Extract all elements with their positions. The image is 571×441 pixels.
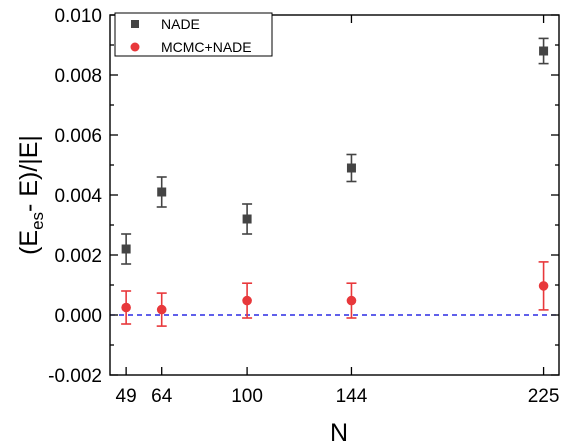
- nade-point: [121, 244, 131, 254]
- y-axis-title-suffix: - E)/|E|: [15, 135, 43, 212]
- legend-label-nade: NADE: [161, 16, 200, 32]
- y-axis-title-prefix: (E: [15, 230, 43, 255]
- data-marks: [121, 37, 549, 327]
- y-tick-label: -0.002: [48, 366, 102, 387]
- x-tick-label: 49: [116, 386, 137, 407]
- mcmc-nade-point: [346, 295, 357, 306]
- y-tick-label: 0.010: [54, 6, 102, 27]
- y-tick-label: 0.006: [54, 126, 102, 147]
- x-axis-title: N: [330, 419, 348, 441]
- mcmc-nade-point: [156, 304, 167, 315]
- nade-point: [242, 214, 252, 224]
- y-tick-label: 0.004: [54, 186, 102, 207]
- y-axis-title-subscript: es: [28, 212, 47, 230]
- y-axis-title: (Ees- E)/|E|: [15, 135, 47, 255]
- y-axis-ticks: -0.002 0.000 0.002 0.004 0.006 0.008 0.010: [48, 6, 559, 387]
- x-tick-label: 64: [151, 386, 173, 407]
- mcmc-nade-point: [538, 281, 549, 291]
- x-tick-label: 100: [231, 386, 263, 407]
- legend-box: [114, 12, 273, 57]
- y-tick-label: 0.000: [54, 306, 102, 327]
- nade-point: [346, 163, 356, 173]
- y-tick-label: 0.008: [54, 66, 102, 87]
- x-tick-label: 225: [528, 386, 560, 407]
- mcmc-nade-point: [242, 295, 252, 306]
- y-tick-label: 0.002: [54, 246, 102, 267]
- legend-label-mcmc-nade: MCMC+NADE: [161, 39, 252, 55]
- legend: NADE MCMC+NADE: [114, 12, 273, 57]
- mcmc-nade-point: [121, 302, 131, 313]
- nade-point: [157, 187, 167, 197]
- x-axis-ticks: 49 64 100 144 225: [116, 15, 560, 407]
- x-tick-label: 144: [336, 386, 368, 407]
- nade-point: [539, 46, 549, 56]
- legend-mcmc-nade-marker: [130, 42, 140, 52]
- legend-nade-marker: [131, 20, 139, 28]
